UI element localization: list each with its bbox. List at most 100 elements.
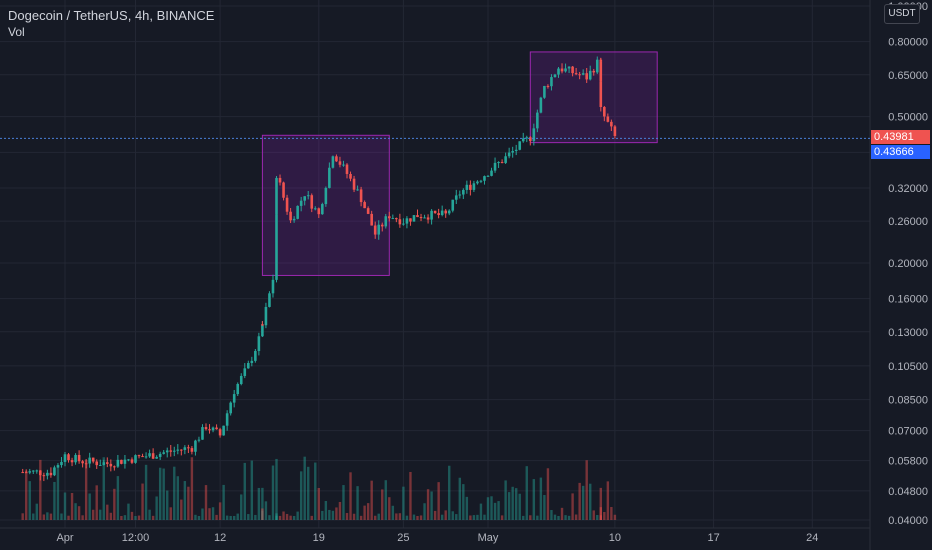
candle-body — [236, 384, 240, 395]
candle-body — [197, 439, 201, 441]
volume-bar — [187, 486, 190, 520]
currency-button[interactable]: USDT — [884, 4, 920, 24]
candle-body — [440, 210, 444, 216]
volume-bar — [32, 513, 35, 520]
candle-body — [402, 223, 405, 225]
volume-bar — [211, 507, 215, 520]
volume-bar — [440, 514, 444, 520]
price-tick-label: 0.20000 — [888, 258, 928, 270]
candle-body — [507, 152, 511, 157]
volume-bar — [317, 487, 320, 520]
volume-bar — [25, 470, 28, 520]
candle-body — [437, 213, 440, 216]
volume-bar — [254, 514, 257, 520]
volume-bar — [183, 481, 187, 520]
candle-body — [518, 141, 522, 150]
volume-bar — [374, 515, 377, 520]
volume-bar — [180, 499, 183, 520]
candle-body — [289, 211, 292, 221]
candle-body — [215, 427, 218, 430]
candle-body — [321, 204, 324, 215]
candle-body — [539, 97, 543, 113]
volume-bar — [84, 460, 88, 520]
price-tick-label: 0.50000 — [888, 112, 928, 124]
volume-bar — [42, 514, 46, 520]
price-tick-label: 0.65000 — [888, 70, 928, 82]
volume-bar — [321, 510, 324, 520]
candle-body — [525, 137, 529, 139]
volume-indicator-label[interactable]: Vol — [8, 25, 25, 39]
candle-body — [599, 61, 603, 82]
candle-body — [335, 156, 338, 162]
volume-bar — [384, 480, 387, 520]
candle-body — [370, 213, 373, 226]
candle-body — [599, 81, 603, 108]
candle-body — [490, 170, 493, 176]
candle-body — [106, 462, 109, 464]
candle-body — [158, 453, 162, 457]
volume-bar — [134, 516, 137, 520]
candle-body — [250, 360, 254, 363]
time-tick-label: 25 — [397, 532, 409, 544]
candle-body — [578, 74, 581, 76]
volume-bar — [218, 502, 222, 520]
candle-body — [261, 324, 264, 326]
candle-body — [557, 68, 560, 75]
volume-bar — [613, 514, 617, 520]
candle-body — [500, 162, 504, 164]
candle-body — [24, 472, 28, 474]
volume-bar — [606, 481, 610, 520]
volume-bar — [285, 513, 289, 520]
volume-bar — [92, 509, 95, 520]
candle-body — [603, 107, 606, 117]
volume-bar — [518, 493, 521, 520]
candle-body — [292, 218, 296, 221]
volume-bar — [581, 485, 585, 520]
candle-body — [187, 447, 190, 449]
candle-body — [328, 167, 331, 188]
volume-bar — [74, 503, 77, 520]
price-tick-label: 0.16000 — [888, 294, 928, 306]
volume-bar — [430, 491, 433, 520]
volume-bar — [120, 515, 123, 520]
candle-body — [543, 85, 546, 98]
candle-body — [606, 116, 610, 122]
volume-bar — [123, 515, 127, 520]
volume-bar — [116, 476, 120, 520]
candle-body — [412, 215, 416, 222]
candle-body — [28, 471, 32, 473]
candle-body — [275, 263, 278, 280]
time-tick-label: 19 — [313, 532, 325, 544]
volume-bar — [109, 512, 113, 520]
volume-bar — [416, 515, 419, 520]
candle-body — [338, 161, 342, 165]
volume-bar — [173, 466, 176, 520]
volume-bar — [391, 505, 395, 520]
volume-bar — [515, 488, 518, 520]
volume-bar — [328, 509, 331, 520]
volume-bar — [493, 502, 497, 520]
volume-bar — [314, 462, 317, 520]
candle-body — [493, 162, 497, 171]
volume-bar — [60, 513, 63, 520]
volume-bar — [130, 511, 134, 520]
volume-bar — [324, 500, 328, 520]
price-tick-label: 0.05800 — [888, 456, 928, 468]
candle-body — [127, 459, 130, 461]
volume-bar — [275, 515, 278, 520]
volume-bar — [137, 515, 141, 520]
candle-body — [479, 180, 483, 182]
price-tick-label: 0.08500 — [888, 395, 928, 407]
candle-body — [476, 181, 479, 184]
volume-bar — [476, 514, 479, 520]
volume-bar — [166, 490, 169, 520]
candle-body — [610, 121, 613, 127]
volume-bar — [507, 492, 511, 520]
candle-body — [151, 453, 155, 459]
candle-body — [380, 224, 384, 227]
candle-body — [271, 279, 275, 294]
candle-body — [299, 200, 303, 206]
volume-bar — [567, 515, 571, 520]
